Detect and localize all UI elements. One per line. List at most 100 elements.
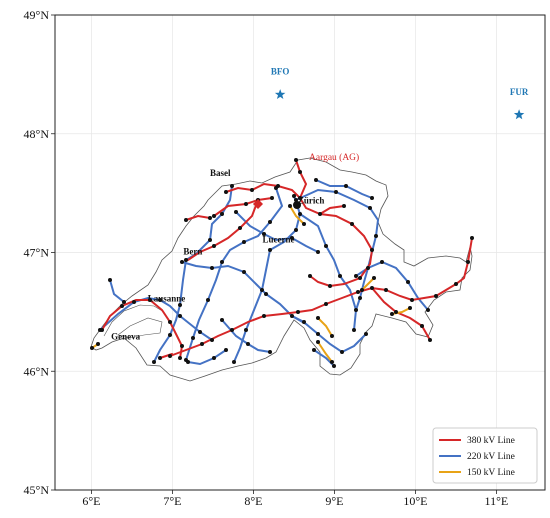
substation-node [296, 310, 300, 314]
substation-node [308, 274, 312, 278]
substation-node [394, 310, 398, 314]
substation-node [180, 344, 184, 348]
substation-node [288, 204, 292, 208]
line-380kv [371, 287, 431, 341]
substation-node [410, 298, 414, 302]
station-label: BFO [271, 67, 290, 77]
substation-node [390, 312, 394, 316]
substation-node [224, 348, 228, 352]
city-label: Geneva [111, 332, 140, 342]
substation-node [354, 308, 358, 312]
substation-node [234, 210, 238, 214]
substation-node [191, 336, 195, 340]
x-tick-label: 7°E [163, 494, 181, 508]
substation-node [370, 286, 374, 290]
substation-node [408, 306, 412, 310]
substation-node [244, 202, 248, 206]
substation-node [250, 188, 254, 192]
y-tick-label: 47°N [24, 246, 50, 260]
substation-node [314, 178, 318, 182]
substation-node [434, 294, 438, 298]
city-label: Bern [183, 246, 202, 256]
substation-node [334, 190, 338, 194]
substation-node [352, 328, 356, 332]
line-220kv [299, 213, 358, 331]
substation-node [356, 290, 360, 294]
legend-label-150kv: 150 kV Line [467, 468, 515, 478]
substation-node [158, 356, 162, 360]
substation-node [350, 222, 354, 226]
substation-node [242, 240, 246, 244]
line-220kv [185, 187, 284, 361]
substation-node [90, 346, 94, 350]
substation-node [298, 196, 302, 200]
city-labels: Basel Zürich Lucerne Bern Lausanne Geneva [111, 168, 324, 342]
substation-node [168, 354, 172, 358]
substation-node [276, 184, 280, 188]
station-star-icon [513, 109, 525, 120]
substation-node [186, 360, 190, 364]
substation-node [324, 302, 328, 306]
axis-ticks: 6°E 7°E 8°E 9°E 10°E 11°E 49°N 48°N 47°N 46°N 45°N [24, 8, 509, 508]
legend-label-380kv: 380 kV Line [467, 436, 515, 446]
substation-node [178, 356, 182, 360]
x-tick-label: 10°E [403, 494, 427, 508]
aargau-marker [253, 199, 263, 209]
substation-node [316, 332, 320, 336]
substation-node [290, 236, 294, 240]
substation-node [210, 266, 214, 270]
substation-node [244, 328, 248, 332]
line-380kv [185, 214, 211, 221]
substation-node [426, 308, 430, 312]
substation-node [198, 330, 202, 334]
substation-node [230, 184, 234, 188]
substation-node [264, 292, 268, 296]
substation-node [332, 364, 336, 368]
line-380kv [101, 299, 184, 359]
substation-node [230, 328, 234, 332]
substation-node [96, 342, 100, 346]
substation-node [168, 320, 172, 324]
city-label: Lausanne [148, 294, 186, 304]
substation-node [406, 280, 410, 284]
substation-node [152, 360, 156, 364]
substation-node [298, 170, 302, 174]
substation-node [270, 196, 274, 200]
substation-node [178, 303, 182, 307]
line-220kv [99, 296, 213, 341]
substation-node [220, 260, 224, 264]
substation-node [100, 328, 104, 332]
x-tick-label: 8°E [244, 494, 262, 508]
substation-node [200, 342, 204, 346]
substation-node [120, 304, 124, 308]
substation-node [184, 218, 188, 222]
substation-node [312, 348, 316, 352]
substation-node [454, 282, 458, 286]
line-380kv [169, 237, 473, 357]
y-tick-label: 45°N [24, 483, 50, 497]
lake-neuchatel-border [117, 317, 163, 339]
substation-node [268, 220, 272, 224]
substation-node [344, 184, 348, 188]
substation-node [212, 244, 216, 248]
substation-node [370, 248, 374, 252]
substation-node [242, 270, 246, 274]
substation-node [470, 236, 474, 240]
x-tick-label: 6°E [82, 494, 100, 508]
station-markers: BFO FUR [271, 67, 529, 120]
substation-node [268, 350, 272, 354]
line-220kv [235, 211, 319, 253]
substation-node [220, 318, 224, 322]
substation-nodes [90, 158, 474, 368]
line-220kv [295, 188, 380, 311]
x-tick-label: 11°E [485, 494, 509, 508]
y-tick-label: 49°N [24, 8, 50, 22]
legend: 380 kV Line 220 kV Line 150 kV Line [432, 427, 538, 484]
substation-node [208, 238, 212, 242]
substation-node [330, 360, 334, 364]
substation-node [246, 342, 250, 346]
substation-node [178, 314, 182, 318]
substation-node [238, 226, 242, 230]
substation-node [384, 288, 388, 292]
